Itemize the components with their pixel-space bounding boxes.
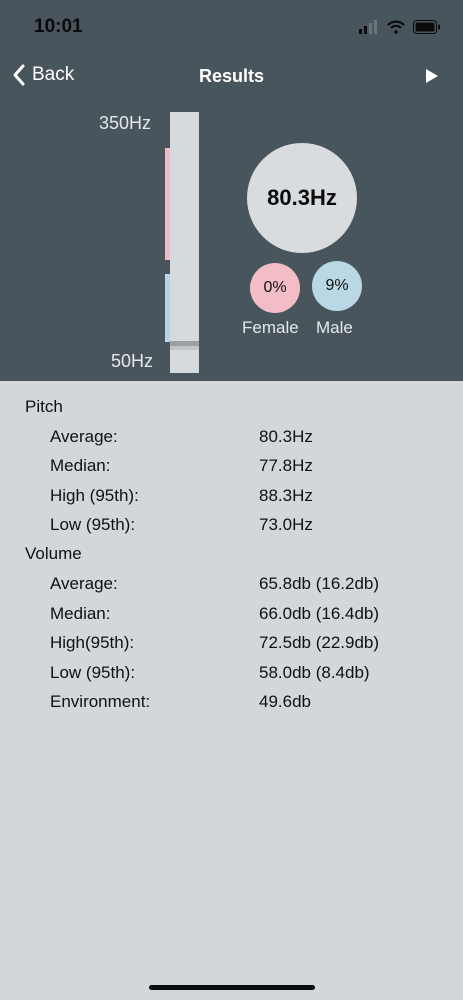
pitch-low-value: 73.0Hz (259, 515, 313, 534)
status-icons (359, 16, 441, 38)
female-range-band (165, 148, 170, 260)
volume-environment-value: 49.6db (259, 692, 311, 711)
male-percent-circle: 9% (312, 261, 362, 311)
volume-low-value: 58.0db (8.4db) (259, 663, 370, 682)
volume-section-title: Volume (25, 544, 82, 563)
volume-average-label: Average: (50, 574, 118, 593)
results-header: 10:01 Back Results 350Hz 50Hz (0, 0, 463, 381)
play-button[interactable] (425, 68, 439, 89)
pitch-median-label: Median: (50, 456, 111, 475)
pitch-meter (170, 112, 199, 373)
volume-high-label: High(95th): (50, 633, 135, 652)
volume-average-value: 65.8db (16.2db) (259, 574, 380, 593)
volume-median-label: Median: (50, 604, 111, 623)
pitch-average-label: Average: (50, 427, 118, 446)
pitch-high-value: 88.3Hz (259, 486, 313, 505)
female-percent-value: 0% (263, 279, 287, 296)
volume-median-value: 66.0db (16.4db) (259, 604, 380, 623)
female-percent-circle: 0% (250, 263, 300, 313)
pitch-average-value: 80.3Hz (259, 427, 313, 446)
page-title: Results (198, 66, 265, 86)
pitch-marker-shadow (170, 346, 199, 350)
male-range-band (165, 274, 170, 342)
home-indicator[interactable] (149, 985, 315, 990)
back-label: Back (32, 64, 75, 85)
play-icon (426, 69, 438, 83)
average-pitch-value: 80.3Hz (267, 185, 337, 210)
male-percent-value: 9% (325, 277, 349, 294)
volume-environment-label: Environment: (50, 692, 151, 711)
volume-low-label: Low (95th): (50, 663, 136, 682)
pitch-low-label: Low (95th): (50, 515, 136, 534)
female-label: Female (242, 318, 299, 337)
status-time: 10:01 (34, 16, 83, 37)
pitch-marker (170, 341, 199, 346)
pitch-high-label: High (95th): (50, 486, 139, 505)
volume-high-value: 72.5db (22.9db) (259, 633, 380, 652)
average-pitch-circle: 80.3Hz (247, 143, 357, 253)
meter-bottom-label: 50Hz (111, 351, 154, 371)
pitch-median-value: 77.8Hz (259, 456, 313, 475)
wifi-icon (387, 20, 405, 34)
pitch-section-title: Pitch (25, 397, 63, 416)
signal-icon (359, 20, 377, 34)
battery-icon (413, 20, 440, 34)
back-button[interactable]: Back (12, 64, 74, 86)
chevron-left-icon (13, 64, 25, 86)
male-label: Male (316, 318, 353, 337)
meter-top-label: 350Hz (99, 113, 152, 133)
